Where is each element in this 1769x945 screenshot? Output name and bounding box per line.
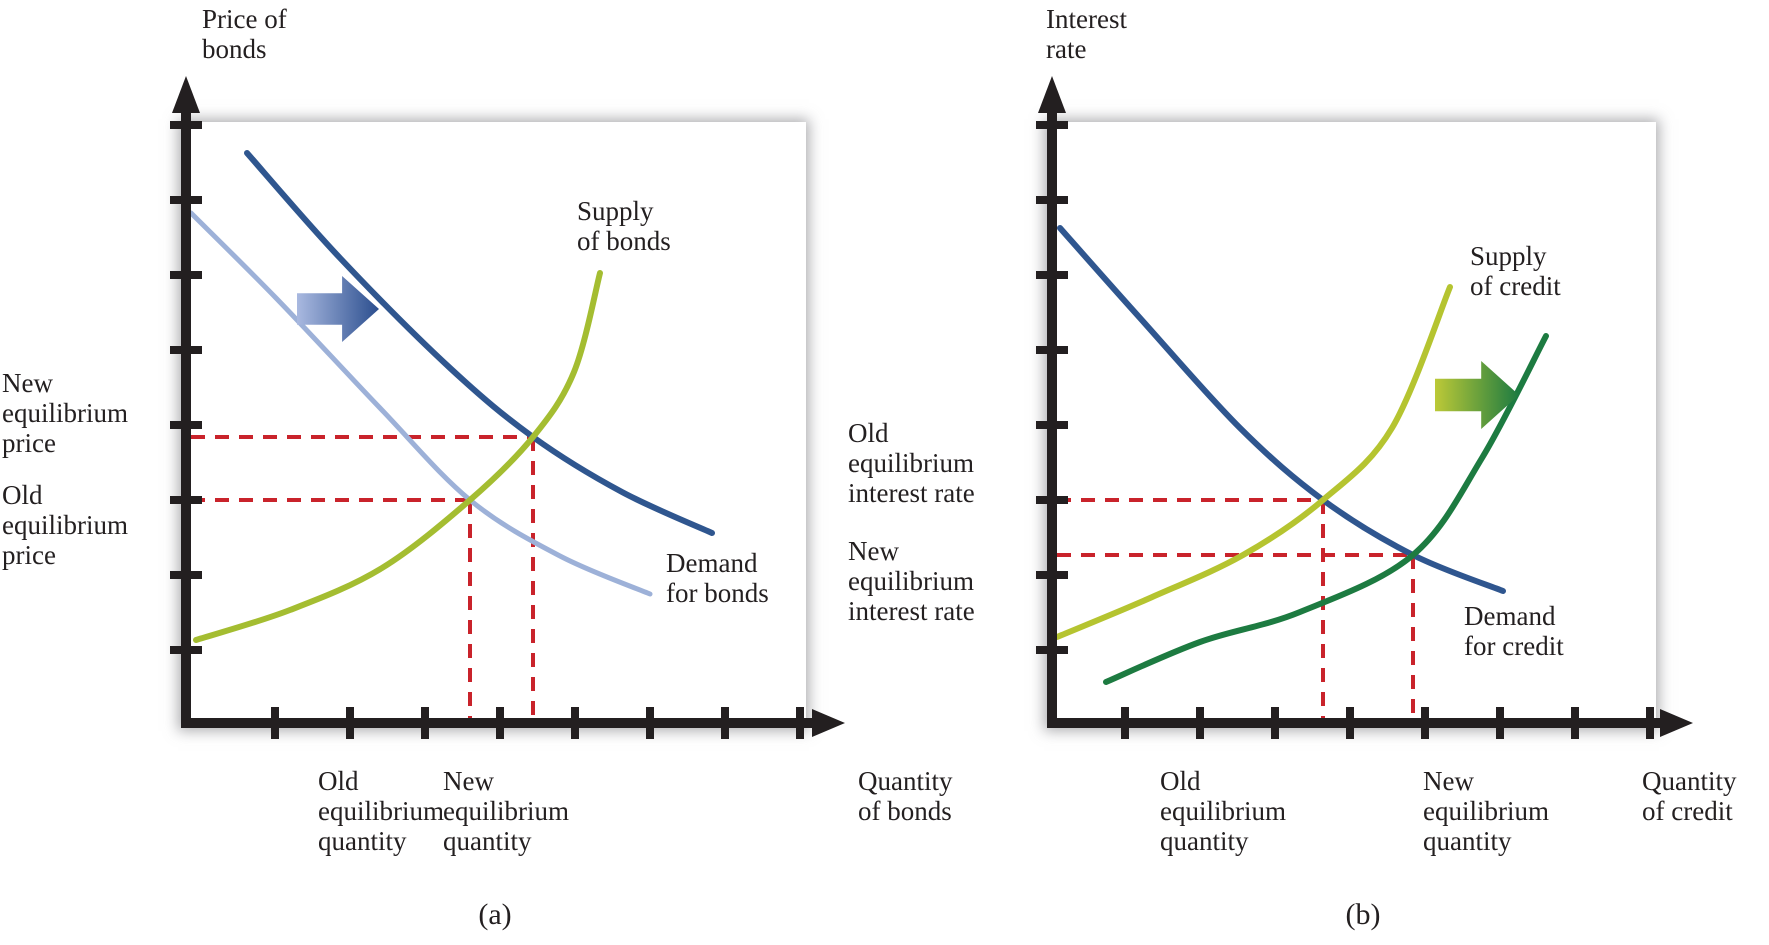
new-eq-price-line2: equilibrium bbox=[2, 398, 128, 428]
old-eq-rate-line1: Old bbox=[848, 418, 889, 448]
supply-curve-a bbox=[193, 270, 603, 643]
x-axis-title-a-line1: Quantity bbox=[858, 766, 953, 796]
demand-label-b-line1: Demand bbox=[1464, 601, 1556, 631]
new-equilibrium-quantity-label-a: New equilibrium quantity bbox=[443, 766, 569, 856]
old-eq-qty-b-line3: quantity bbox=[1160, 826, 1249, 856]
x-axis-title-b: Quantity of credit bbox=[1642, 766, 1737, 826]
y-axis-arrowhead-b bbox=[1038, 76, 1066, 113]
new-eq-qty-a-line3: quantity bbox=[443, 826, 532, 856]
demand-curve-label-a: Demand for bonds bbox=[666, 548, 769, 608]
plot-area-b bbox=[1047, 122, 1656, 728]
y-axis-title-a: Price of bonds bbox=[202, 4, 287, 64]
new-eq-qty-b-line1: New bbox=[1423, 766, 1474, 796]
supply-old-curve-b bbox=[1054, 284, 1453, 640]
new-eq-qty-a-line1: New bbox=[443, 766, 494, 796]
old-eq-rate-line2: equilibrium bbox=[848, 448, 974, 478]
y-axis-title-b-line2: rate bbox=[1046, 34, 1087, 64]
supply-label-a-line1: Supply bbox=[577, 196, 654, 226]
demand-label-a-line1: Demand bbox=[666, 548, 758, 578]
new-equilibrium-rate-label: New equilibrium interest rate bbox=[848, 536, 975, 626]
y-axis-title-b: Interest rate bbox=[1046, 4, 1127, 64]
old-equilibrium-price-label: Old equilibrium price bbox=[2, 480, 128, 570]
old-eq-qty-a-line3: quantity bbox=[318, 826, 407, 856]
old-eq-price-line1: Old bbox=[2, 480, 43, 510]
demand-label-b-line2: for credit bbox=[1464, 631, 1564, 661]
new-eq-price-line3: price bbox=[2, 428, 56, 458]
demand-new-curve-a bbox=[244, 150, 715, 536]
demand-label-a-line2: for bonds bbox=[666, 578, 769, 608]
y-axis-arrowhead-a bbox=[172, 76, 200, 113]
panel-a-graphics bbox=[170, 76, 845, 739]
y-axis-title-a-line1: Price of bbox=[202, 4, 287, 34]
x-axis-arrowhead-b bbox=[1660, 709, 1693, 737]
shift-arrow-b bbox=[1435, 361, 1519, 429]
x-axis-title-b-line1: Quantity bbox=[1642, 766, 1737, 796]
panel-b-caption: (b) bbox=[1345, 898, 1381, 931]
old-eq-qty-a-line1: Old bbox=[318, 766, 359, 796]
old-eq-qty-b-line2: equilibrium bbox=[1160, 796, 1286, 826]
new-eq-rate-line3: interest rate bbox=[848, 596, 975, 626]
supply-new-curve-b bbox=[1103, 333, 1549, 685]
new-eq-qty-a-line2: equilibrium bbox=[443, 796, 569, 826]
new-eq-rate-line1: New bbox=[848, 536, 899, 566]
old-eq-qty-a-line2: equilibrium bbox=[318, 796, 444, 826]
new-equilibrium-quantity-label-b: New equilibrium quantity bbox=[1423, 766, 1549, 856]
shift-arrow-a bbox=[297, 276, 379, 342]
old-eq-rate-line3: interest rate bbox=[848, 478, 975, 508]
x-axis-title-a-line2: of bonds bbox=[858, 796, 952, 826]
y-axis-title-b-line1: Interest bbox=[1046, 4, 1127, 34]
plot-area-a bbox=[181, 122, 806, 728]
x-axis-arrowhead-a bbox=[812, 709, 845, 737]
old-eq-price-line2: equilibrium bbox=[2, 510, 128, 540]
panel-b-graphics bbox=[1036, 76, 1693, 739]
old-equilibrium-quantity-label-b: Old equilibrium quantity bbox=[1160, 766, 1286, 856]
demand-curve-label-b: Demand for credit bbox=[1464, 601, 1564, 661]
new-eq-qty-b-line3: quantity bbox=[1423, 826, 1512, 856]
new-equilibrium-price-label: New equilibrium price bbox=[2, 368, 128, 458]
supply-label-b-line2: of credit bbox=[1470, 271, 1561, 301]
new-eq-price-line1: New bbox=[2, 368, 53, 398]
y-axis-title-a-line2: bonds bbox=[202, 34, 267, 64]
supply-label-b-line1: Supply bbox=[1470, 241, 1547, 271]
x-axis-title-b-line2: of credit bbox=[1642, 796, 1733, 826]
x-axis-title-a: Quantity of bonds bbox=[858, 766, 953, 826]
old-equilibrium-quantity-label-a: Old equilibrium quantity bbox=[318, 766, 444, 856]
supply-curve-label-a: Supply of bonds bbox=[577, 196, 671, 256]
new-eq-qty-b-line2: equilibrium bbox=[1423, 796, 1549, 826]
panel-a-caption: (a) bbox=[478, 898, 512, 931]
demand-old-curve-a bbox=[188, 210, 653, 597]
new-eq-rate-line2: equilibrium bbox=[848, 566, 974, 596]
old-eq-qty-b-line1: Old bbox=[1160, 766, 1201, 796]
supply-curve-label-b: Supply of credit bbox=[1470, 241, 1561, 301]
supply-label-a-line2: of bonds bbox=[577, 226, 671, 256]
old-equilibrium-rate-label: Old equilibrium interest rate bbox=[848, 418, 975, 508]
old-eq-price-line3: price bbox=[2, 540, 56, 570]
